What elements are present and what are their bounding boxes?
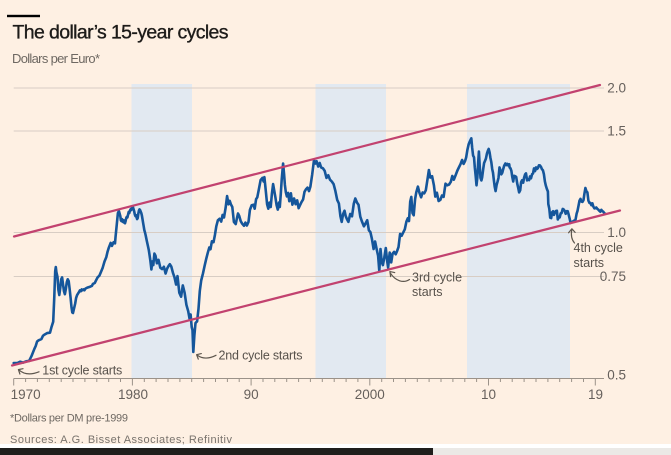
svg-text:0.5: 0.5 — [607, 368, 626, 383]
svg-text:Dollars per Euro*: Dollars per Euro* — [12, 51, 100, 66]
svg-text:0.75: 0.75 — [600, 269, 626, 284]
svg-text:4th cycle: 4th cycle — [574, 241, 623, 255]
svg-text:1.0: 1.0 — [607, 225, 626, 240]
svg-text:10: 10 — [481, 387, 496, 402]
svg-text:90: 90 — [244, 387, 259, 402]
svg-text:2.0: 2.0 — [607, 81, 626, 96]
svg-text:3rd cycle: 3rd cycle — [412, 271, 462, 285]
svg-text:2000: 2000 — [355, 387, 385, 402]
svg-text:starts: starts — [412, 285, 443, 299]
svg-text:1.5: 1.5 — [607, 124, 626, 139]
svg-text:1970: 1970 — [11, 387, 41, 402]
svg-text:2nd cycle starts: 2nd cycle starts — [219, 349, 303, 363]
svg-text:1st cycle starts: 1st cycle starts — [42, 364, 122, 378]
svg-text:starts: starts — [574, 256, 605, 270]
svg-text:Sources: A.G. Bisset Associate: Sources: A.G. Bisset Associates; Refinit… — [10, 434, 233, 446]
svg-text:19: 19 — [588, 387, 603, 402]
svg-text:*Dollars per DM pre-1999: *Dollars per DM pre-1999 — [10, 413, 128, 425]
svg-text:1980: 1980 — [118, 387, 148, 402]
svg-text:The dollar’s 15-year cycles: The dollar’s 15-year cycles — [13, 22, 229, 44]
